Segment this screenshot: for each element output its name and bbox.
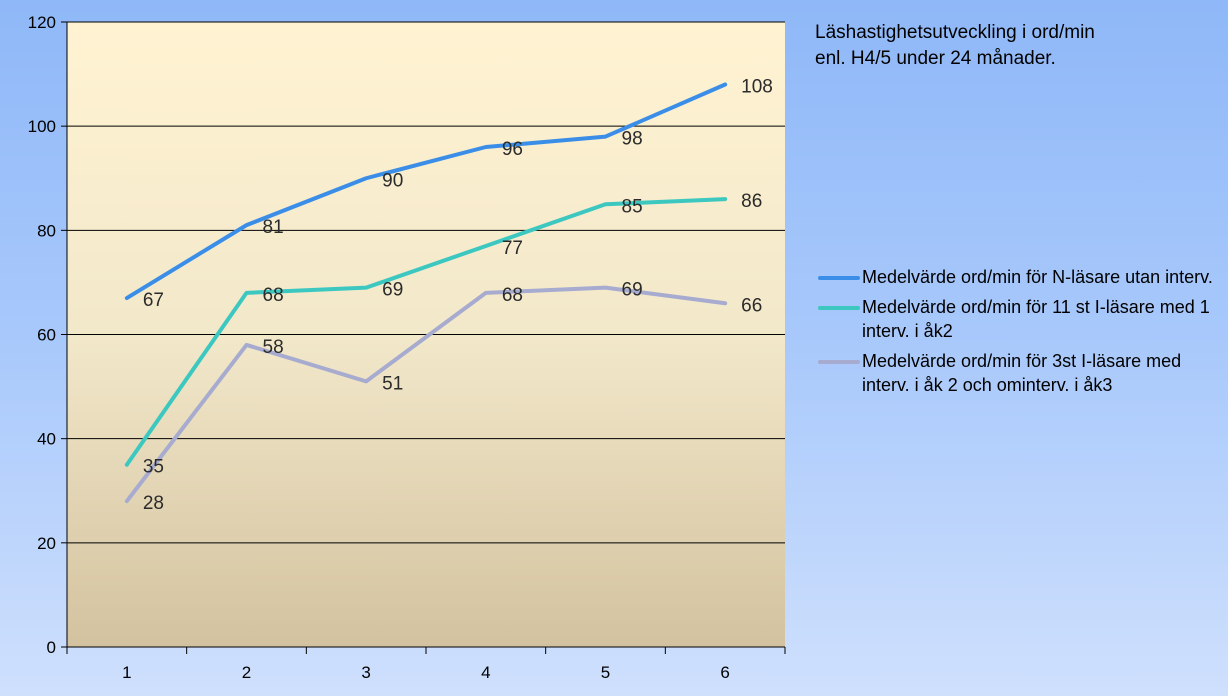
x-tick-label: 1	[122, 663, 131, 682]
chart-title-line-1: Läshastighetsutveckling i ord/min	[815, 22, 1095, 43]
legend-label-3-readers: Medelvärde ord/min för 3st I-läsare med …	[862, 351, 1182, 395]
x-tick-label: 3	[361, 663, 370, 682]
data-label: 66	[741, 295, 762, 316]
axes: 0 20 40 60 80 100 120 1 2 3 4 5 6	[28, 13, 786, 682]
y-tick-label: 100	[28, 117, 56, 136]
y-tick-label: 20	[37, 534, 56, 553]
legend-swatch-11-readers	[818, 306, 860, 310]
data-label: 35	[143, 457, 164, 478]
data-label: 51	[382, 373, 403, 394]
legend-swatch-n-readers	[818, 276, 860, 280]
x-tick-label: 5	[601, 663, 610, 682]
series-line-n-readers	[124, 82, 728, 301]
legend-item-11-readers: Medelvärde ord/min för 11 st I-läsare me…	[815, 295, 1225, 343]
legend: Medelvärde ord/min för N-läsare utan int…	[815, 265, 1225, 403]
data-label: 58	[263, 337, 284, 358]
y-tick-label: 120	[28, 13, 56, 32]
legend-label-11-readers: Medelvärde ord/min för 11 st I-läsare me…	[862, 297, 1210, 341]
data-label: 98	[622, 129, 643, 150]
grid-lines	[67, 21, 785, 544]
data-label: 96	[502, 139, 523, 160]
data-label: 69	[382, 280, 403, 301]
legend-swatch-3-readers	[818, 360, 860, 364]
data-label: 108	[741, 77, 773, 98]
x-tick-label: 6	[720, 663, 729, 682]
y-tick-label: 0	[47, 638, 56, 657]
x-tick-label: 4	[481, 663, 490, 682]
data-label: 67	[143, 290, 164, 311]
x-tick-label: 2	[242, 663, 251, 682]
chart-title-line-2: enl. H4/5 under 24 månader.	[815, 48, 1056, 69]
data-label: 86	[741, 191, 762, 212]
legend-label-n-readers: Medelvärde ord/min för N-läsare utan int…	[862, 267, 1213, 287]
legend-item-n-readers: Medelvärde ord/min för N-läsare utan int…	[815, 265, 1225, 289]
legend-item-3-readers: Medelvärde ord/min för 3st I-läsare med …	[815, 349, 1225, 397]
data-label: 28	[143, 493, 164, 514]
data-label: 90	[382, 170, 403, 191]
data-label: 69	[622, 280, 643, 301]
series-lines	[124, 82, 728, 504]
y-tick-label: 80	[37, 221, 56, 240]
chart-title: Läshastighetsutveckling i ord/min enl. H…	[815, 20, 1215, 72]
data-label: 68	[263, 285, 284, 306]
y-tick-label: 40	[37, 430, 56, 449]
series-line-11-readers	[124, 197, 728, 467]
data-label: 85	[622, 196, 643, 217]
data-label: 77	[502, 238, 523, 259]
data-label: 68	[502, 285, 523, 306]
data-label: 81	[263, 217, 284, 238]
series-line-3-readers	[124, 285, 728, 504]
y-tick-label: 60	[37, 326, 56, 345]
data-labels: 67 81 90 96 98 108 35 68 69 77 85 86 28 58 51 68 69 66	[143, 77, 773, 515]
